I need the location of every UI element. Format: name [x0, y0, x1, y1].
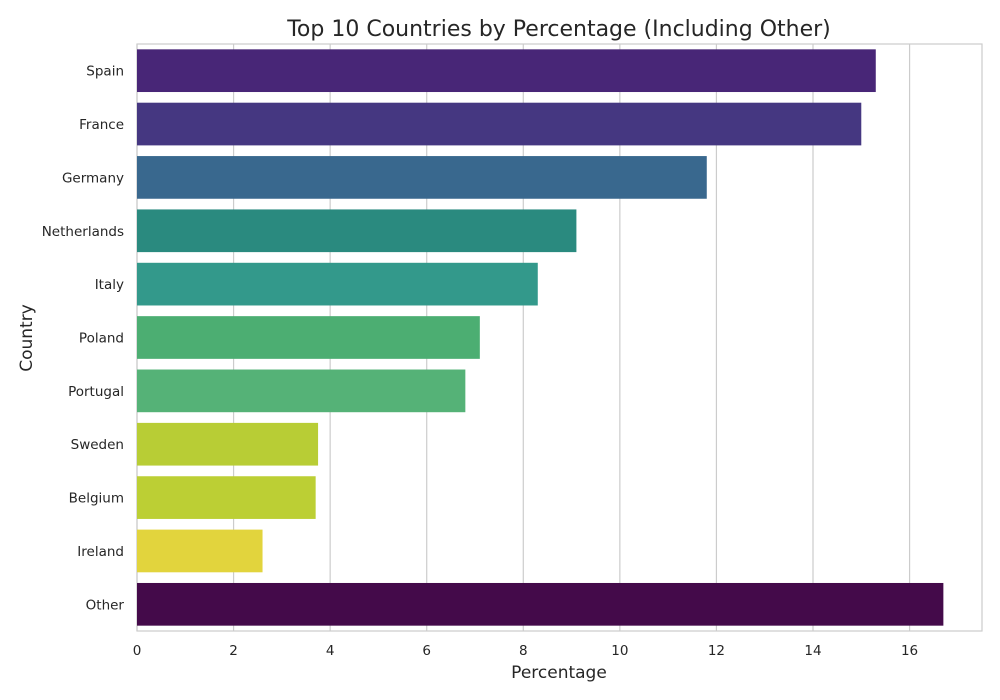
- x-tick-label: 2: [229, 643, 238, 659]
- y-tick-label: Sweden: [71, 437, 124, 453]
- bar-belgium: [137, 476, 316, 519]
- bar-other: [137, 582, 944, 626]
- bar-netherlands: [137, 209, 577, 253]
- bar-france: [137, 102, 862, 146]
- y-tick-label: Spain: [86, 64, 124, 80]
- bar-germany: [137, 156, 707, 199]
- x-tick-label: 10: [611, 643, 628, 659]
- x-tick-label: 4: [326, 643, 335, 659]
- x-tick-label: 0: [133, 643, 142, 659]
- x-tick-label: 12: [708, 643, 725, 659]
- y-tick-label: Netherlands: [42, 224, 124, 240]
- bars: [137, 49, 944, 626]
- chart-title: Top 10 Countries by Percentage (Includin…: [286, 17, 831, 42]
- bar-italy: [137, 262, 538, 306]
- y-tick-label: Belgium: [69, 491, 124, 507]
- x-tick-labels: 0 2 4 6 8 10 12 14 16: [133, 643, 918, 659]
- bar-portugal: [137, 369, 466, 413]
- x-tick-label: 6: [422, 643, 431, 659]
- x-tick-label: 14: [804, 643, 821, 659]
- y-tick-label: Italy: [95, 277, 124, 293]
- bar-ireland: [137, 529, 263, 573]
- y-tick-label: Ireland: [77, 544, 124, 560]
- x-tick-label: 8: [519, 643, 528, 659]
- y-tick-label: Other: [86, 597, 125, 613]
- x-tick-label: 16: [901, 643, 918, 659]
- y-tick-label: Portugal: [68, 384, 124, 400]
- bar-poland: [137, 316, 480, 359]
- y-tick-label: Poland: [79, 331, 124, 347]
- x-axis-label: Percentage: [511, 663, 607, 683]
- bar-spain: [137, 49, 876, 93]
- y-axis-label: Country: [17, 304, 37, 372]
- y-tick-labels: Spain France Germany Netherlands Italy Poland…: [42, 64, 125, 614]
- y-tick-label: France: [79, 117, 124, 133]
- bar-sweden: [137, 422, 319, 466]
- y-tick-label: Germany: [62, 170, 124, 186]
